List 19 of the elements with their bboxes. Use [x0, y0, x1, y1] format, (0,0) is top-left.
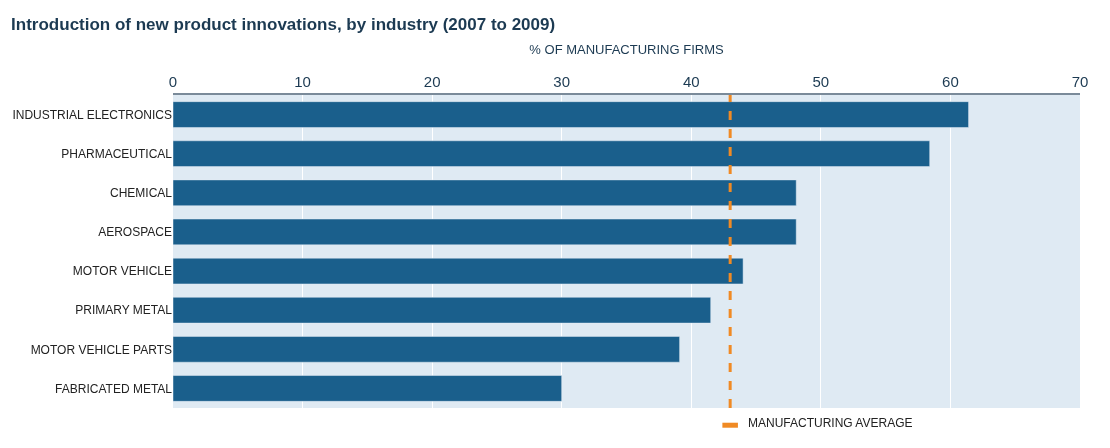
y-tick-label: CHEMICAL — [109, 186, 173, 201]
legend-label: MANUFACTURING AVERAGE — [748, 416, 913, 430]
x-axis-title: % OF MANUFACTURING FIRMS — [529, 42, 724, 58]
x-tick-label: 70 — [1071, 73, 1089, 90]
y-tick-label: AEROSPACE — [98, 225, 172, 240]
y-tick-label: FABRICATED METAL — [55, 381, 173, 396]
y-tick-label: INDUSTRIAL ELECTRONICS — [12, 107, 172, 122]
chart-title: Introduction of new product innovations, by industry (2007 to 2009) — [11, 14, 556, 34]
x-tick-label: 0 — [168, 73, 178, 90]
y-tick-label: MOTOR VEHICLE — [72, 264, 172, 279]
x-tick-label: 40 — [682, 73, 700, 90]
y-tick-label: PHARMACEUTICAL — [61, 146, 173, 161]
x-tick-label: 60 — [942, 73, 959, 90]
x-tick-label: 20 — [423, 73, 441, 90]
x-tick-label: 50 — [812, 73, 830, 90]
x-tick-label: 10 — [294, 73, 311, 90]
y-tick-label: MOTOR VEHICLE PARTS — [30, 342, 172, 357]
x-tick-label: 30 — [553, 73, 571, 90]
y-tick-label: PRIMARY METAL — [75, 303, 173, 318]
